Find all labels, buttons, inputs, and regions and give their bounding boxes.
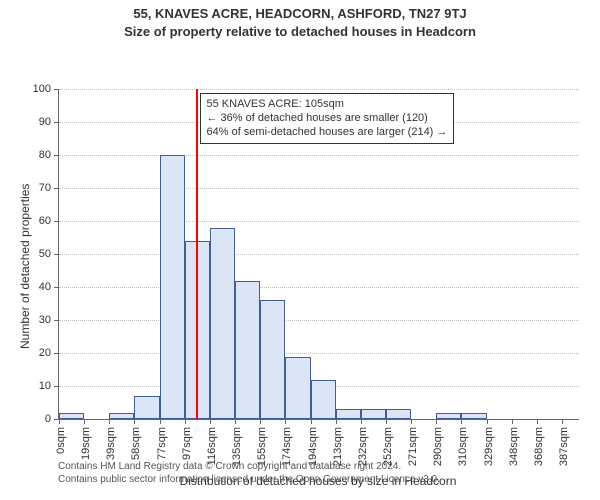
histogram-bar bbox=[59, 413, 84, 420]
x-tick-mark bbox=[285, 419, 286, 424]
page-subtitle: Size of property relative to detached ho… bbox=[0, 22, 600, 40]
chart-container: 55, KNAVES ACRE, HEADCORN, ASHFORD, TN27… bbox=[0, 0, 600, 500]
x-tick-label: 97sqm bbox=[181, 427, 193, 460]
histogram-bar bbox=[386, 409, 411, 419]
footer-line-2: Contains public sector information licen… bbox=[58, 473, 440, 486]
histogram-bar bbox=[361, 409, 386, 419]
x-tick-mark bbox=[134, 419, 135, 424]
x-tick-mark bbox=[84, 419, 85, 424]
x-tick-mark bbox=[59, 419, 60, 424]
gridline bbox=[59, 320, 579, 321]
y-tick-label: 90 bbox=[39, 116, 59, 128]
x-tick-mark bbox=[260, 419, 261, 424]
y-tick-label: 50 bbox=[39, 248, 59, 260]
histogram-bar bbox=[109, 413, 134, 420]
x-tick-label: 77sqm bbox=[156, 427, 168, 460]
x-tick-label: 387sqm bbox=[558, 427, 570, 466]
histogram-bar bbox=[285, 357, 310, 420]
plot-area: 01020304050607080901000sqm19sqm39sqm58sq… bbox=[58, 89, 579, 420]
callout-box: 55 KNAVES ACRE: 105sqm← 36% of detached … bbox=[200, 93, 455, 144]
footer-line-1: Contains HM Land Registry data © Crown c… bbox=[58, 460, 440, 473]
x-tick-mark bbox=[109, 419, 110, 424]
x-tick-label: 58sqm bbox=[130, 427, 142, 460]
x-tick-mark bbox=[361, 419, 362, 424]
histogram-bar bbox=[436, 413, 461, 420]
gridline bbox=[59, 89, 579, 90]
x-tick-mark bbox=[436, 419, 437, 424]
callout-line: 55 KNAVES ACRE: 105sqm bbox=[207, 98, 448, 112]
x-tick-mark bbox=[160, 419, 161, 424]
gridline bbox=[59, 221, 579, 222]
histogram-bar bbox=[336, 409, 361, 419]
page-title: 55, KNAVES ACRE, HEADCORN, ASHFORD, TN27… bbox=[0, 0, 600, 22]
x-tick-label: 348sqm bbox=[508, 427, 520, 466]
x-tick-mark bbox=[185, 419, 186, 424]
y-tick-label: 0 bbox=[45, 413, 59, 425]
histogram-bar bbox=[311, 380, 336, 420]
y-tick-label: 60 bbox=[39, 215, 59, 227]
x-tick-label: 310sqm bbox=[457, 427, 469, 466]
x-tick-label: 39sqm bbox=[105, 427, 117, 460]
x-tick-mark bbox=[210, 419, 211, 424]
x-tick-mark bbox=[461, 419, 462, 424]
x-tick-mark bbox=[336, 419, 337, 424]
x-tick-mark bbox=[235, 419, 236, 424]
x-tick-mark bbox=[386, 419, 387, 424]
reference-line bbox=[196, 89, 198, 419]
y-tick-label: 100 bbox=[33, 83, 59, 95]
callout-line: ← 36% of detached houses are smaller (12… bbox=[207, 112, 448, 126]
y-tick-label: 20 bbox=[39, 347, 59, 359]
x-tick-label: 368sqm bbox=[533, 427, 545, 466]
histogram-bar bbox=[260, 300, 285, 419]
x-tick-mark bbox=[487, 419, 488, 424]
x-tick-mark bbox=[311, 419, 312, 424]
x-tick-mark bbox=[562, 419, 563, 424]
x-tick-label: 329sqm bbox=[483, 427, 495, 466]
gridline bbox=[59, 155, 579, 156]
attribution-footer: Contains HM Land Registry data © Crown c… bbox=[58, 460, 440, 486]
y-tick-label: 10 bbox=[39, 380, 59, 392]
gridline bbox=[59, 254, 579, 255]
y-tick-label: 80 bbox=[39, 149, 59, 161]
gridline bbox=[59, 287, 579, 288]
histogram-bar bbox=[210, 228, 235, 419]
histogram-bar bbox=[160, 155, 185, 419]
y-tick-label: 30 bbox=[39, 314, 59, 326]
x-tick-mark bbox=[537, 419, 538, 424]
gridline bbox=[59, 353, 579, 354]
histogram-bar bbox=[134, 396, 159, 419]
gridline bbox=[59, 188, 579, 189]
y-tick-label: 70 bbox=[39, 182, 59, 194]
callout-line: 64% of semi-detached houses are larger (… bbox=[207, 126, 448, 140]
x-tick-label: 0sqm bbox=[55, 427, 67, 454]
x-tick-mark bbox=[411, 419, 412, 424]
y-tick-label: 40 bbox=[39, 281, 59, 293]
x-tick-label: 19sqm bbox=[80, 427, 92, 460]
histogram-bar bbox=[461, 413, 486, 420]
histogram-bar bbox=[235, 281, 260, 420]
y-axis-label: Number of detached properties bbox=[18, 184, 32, 349]
x-tick-mark bbox=[512, 419, 513, 424]
